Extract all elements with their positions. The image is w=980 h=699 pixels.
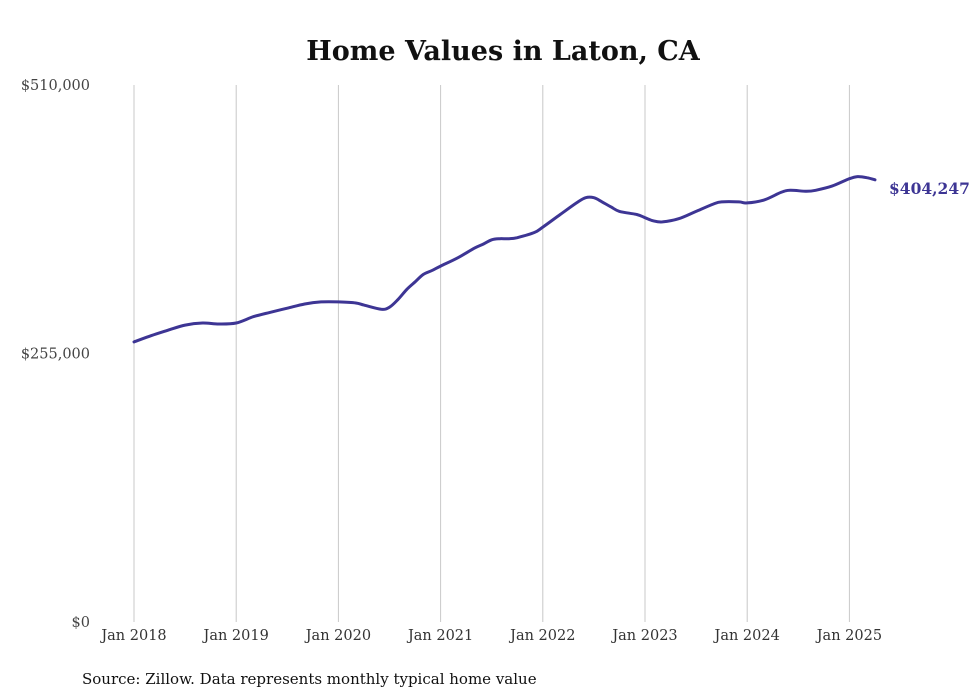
y-tick-label: $255,000	[21, 347, 90, 363]
x-tick-label: Jan 2019	[202, 628, 269, 644]
y-tick-label: $510,000	[21, 78, 90, 94]
gridlines	[133, 85, 850, 622]
chart-title: Home Values in Laton, CA	[306, 36, 700, 67]
x-tick-label: Jan 2025	[815, 628, 882, 644]
source-note: Source: Zillow. Data represents monthly …	[82, 670, 537, 688]
x-axis-ticks: Jan 2018 Jan 2019 Jan 2020 Jan 2021 Jan 2022…	[99, 628, 882, 644]
series-layer	[132, 175, 877, 344]
y-axis-ticks: $0 $255,000 $510,000	[21, 78, 90, 631]
end-value-label: $404,247	[889, 179, 970, 198]
x-tick-label: Jan 2020	[304, 628, 371, 644]
x-tick-label: Jan 2018	[99, 628, 166, 644]
x-tick-label: Jan 2023	[610, 628, 677, 644]
x-tick-label: Jan 2021	[406, 628, 473, 644]
y-tick-label: $0	[72, 615, 90, 631]
series-line	[132, 175, 877, 344]
x-tick-label: Jan 2022	[508, 628, 575, 644]
x-tick-label: Jan 2024	[713, 628, 780, 644]
